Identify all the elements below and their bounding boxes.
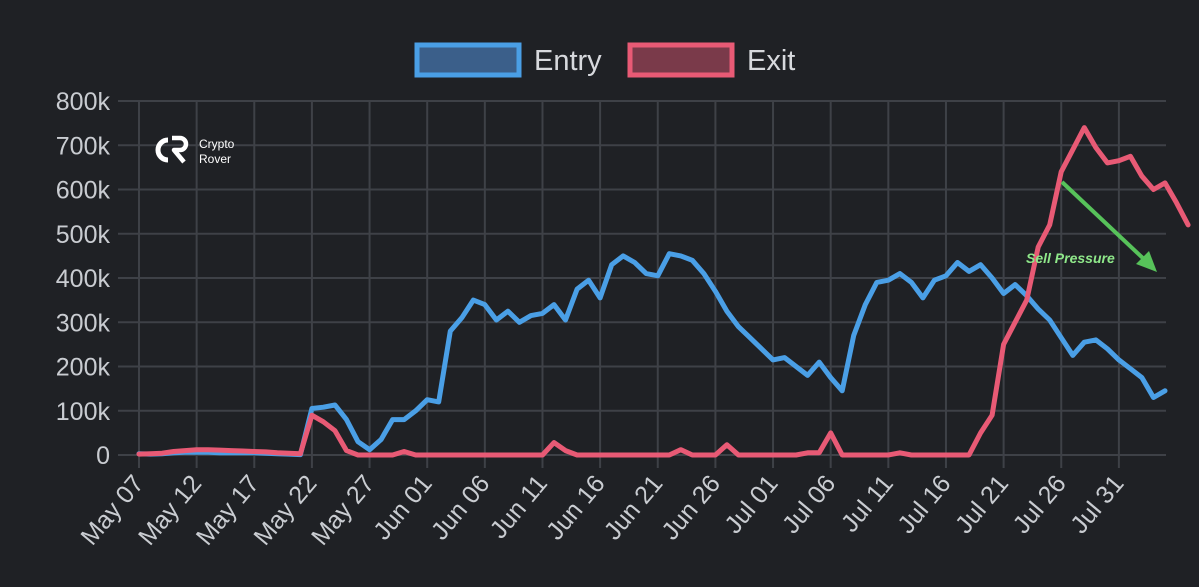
logo-mark-icon [155,135,189,164]
series-lines [136,125,1191,458]
annotation-arrow-line [1060,180,1149,264]
legend-label-exit: Exit [747,45,795,77]
crypto-rover-logo: Crypto Rover [155,135,235,166]
grid [118,100,1166,468]
x-tick-label: Jun 01 [368,470,438,545]
x-tick-label: May 12 [133,470,207,551]
logo-text-line2: Rover [199,152,231,166]
y-tick-label: 600k [56,177,111,205]
y-tick-label: 200k [56,354,111,382]
x-tick-label: Jun 06 [426,470,496,545]
y-tick-label: 100k [56,398,111,426]
series-line-exit [136,125,1191,458]
x-tick-label: May 27 [306,470,380,551]
x-tick-label: Jul 26 [1008,470,1072,539]
y-tick-label: 0 [96,442,110,470]
y-tick-label: 300k [56,309,111,337]
legend: Entry Exit [414,42,795,78]
x-tick-label: Jul 21 [950,470,1014,539]
sell-pressure-annotation: Sell Pressure [1026,180,1157,272]
series-line-entry [136,251,1168,458]
x-tick-label: Jul 11 [836,470,899,538]
annotation-label: Sell Pressure [1026,250,1115,266]
legend-swatch-exit[interactable] [627,42,735,78]
x-tick-label: Jun 21 [599,470,669,545]
x-tick-label: Jun 26 [656,470,726,545]
x-tick-label: May 17 [191,470,265,551]
y-tick-label: 400k [56,265,111,293]
x-tick-label: Jul 06 [777,470,841,539]
y-tick-label: 800k [56,88,111,116]
x-tick-label: Jun 16 [541,470,611,545]
y-tick-label: 500k [56,221,111,249]
y-axis-ticks: 0 100k 200k 300k 400k 500k 600k 700k 800k [56,88,111,470]
y-tick-label: 700k [56,132,111,160]
x-tick-label: May 07 [75,470,149,551]
x-tick-label: Jul 01 [719,470,783,539]
legend-label-entry: Entry [534,45,602,77]
arrow-down-right-icon [1136,251,1157,272]
logo-text-line1: Crypto [199,137,235,151]
legend-swatch-entry[interactable] [414,42,522,78]
x-tick-label: Jun 11 [485,470,554,544]
x-tick-label: Jul 16 [892,470,956,539]
x-tick-label: May 22 [248,470,322,551]
x-tick-label: Jul 31 [1065,470,1129,539]
